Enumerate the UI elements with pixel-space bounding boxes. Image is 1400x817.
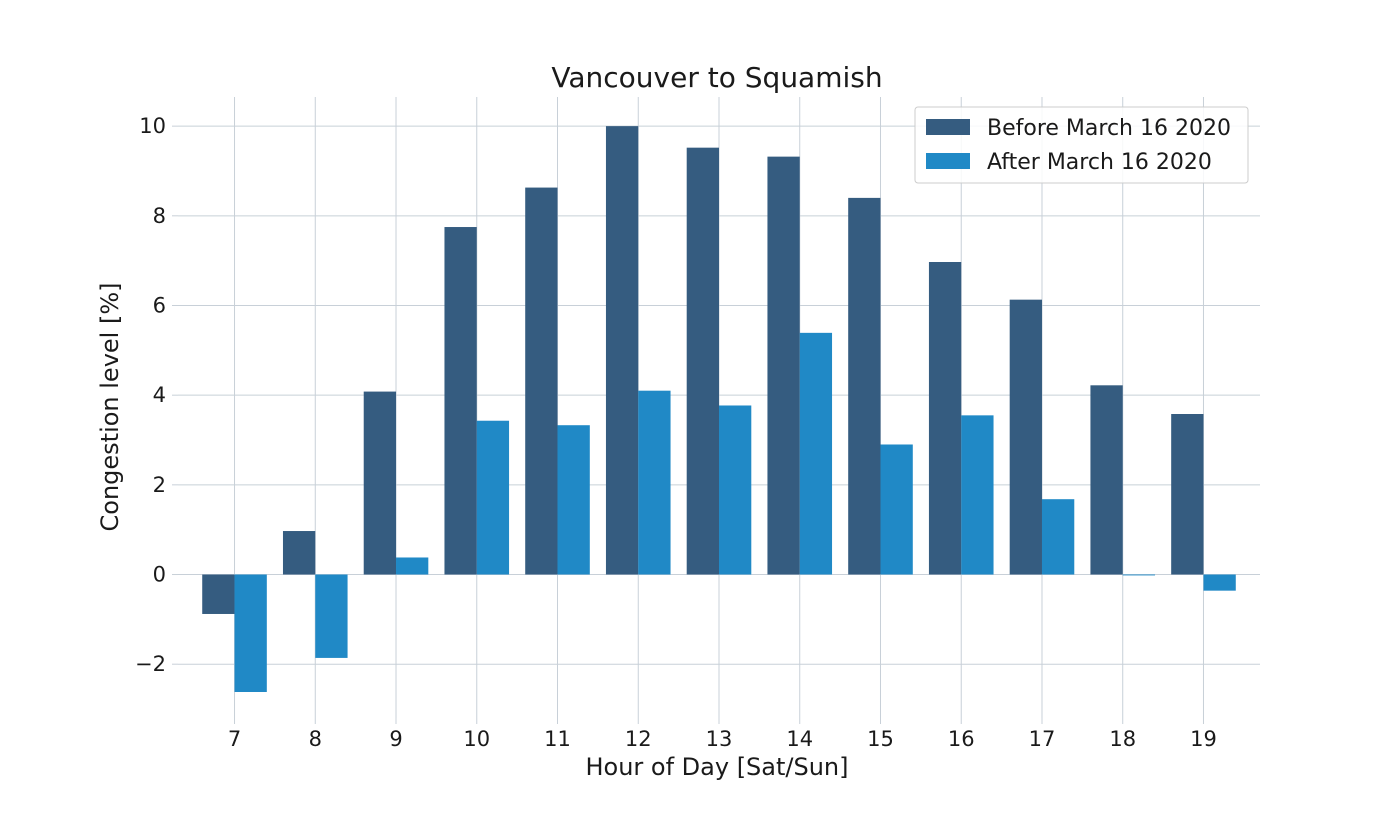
y-tick-label: 0 [153, 563, 166, 587]
x-axis-label: Hour of Day [Sat/Sun] [585, 753, 848, 781]
bar-after-18 [1122, 574, 1156, 576]
x-tick-label: 18 [1109, 727, 1136, 751]
bar-after-14 [799, 332, 833, 575]
y-tick-label: 2 [153, 473, 166, 497]
x-tick-label: 12 [625, 727, 652, 751]
y-tick-labels: −2 0 2 4 6 8 10 [135, 114, 166, 676]
x-tick-label: 13 [706, 727, 733, 751]
x-tick-labels: 7 8 9 10 11 12 13 14 15 16 17 18 19 [228, 727, 1217, 751]
bar-after-15 [880, 444, 913, 575]
bar-before-13 [686, 147, 719, 575]
bar-before-16 [928, 262, 962, 575]
legend-swatch-before [926, 119, 970, 135]
bar-before-10 [444, 227, 477, 575]
x-tick-label: 7 [228, 727, 241, 751]
y-tick-label: −2 [135, 652, 166, 676]
x-tick-label: 15 [867, 727, 894, 751]
legend: Before March 16 2020 After March 16 2020 [914, 106, 1249, 184]
y-tick-label: 4 [153, 383, 166, 407]
bar-before-15 [848, 197, 881, 575]
x-tick-label: 9 [389, 727, 402, 751]
y-axis-label: Congestion level [%] [96, 283, 124, 532]
bars [202, 126, 1236, 692]
bar-after-12 [638, 390, 671, 575]
bar-after-10 [476, 420, 510, 575]
bar-after-13 [719, 405, 752, 575]
y-tick-label: 10 [139, 114, 166, 138]
y-tick-label: 8 [153, 204, 166, 228]
x-tick-label: 17 [1029, 727, 1056, 751]
bar-after-19 [1203, 574, 1236, 591]
bar-after-7 [234, 574, 267, 692]
x-tick-label: 11 [544, 727, 571, 751]
y-tick-label: 6 [153, 293, 166, 317]
bar-before-7 [202, 574, 235, 614]
bar-after-9 [396, 557, 429, 575]
bar-before-18 [1090, 385, 1123, 575]
bar-after-16 [961, 415, 994, 575]
bar-before-19 [1171, 414, 1204, 575]
bar-after-17 [1041, 499, 1075, 575]
bar-before-12 [605, 126, 639, 575]
chart-title: Vancouver to Squamish [551, 61, 882, 94]
bar-before-9 [363, 391, 397, 575]
bar-before-11 [525, 187, 558, 575]
x-tick-label: 8 [309, 727, 322, 751]
legend-frame [914, 106, 1249, 184]
bar-before-14 [767, 156, 800, 575]
bar-after-11 [557, 425, 590, 575]
x-tick-label: 10 [463, 727, 490, 751]
bar-after-8 [315, 574, 348, 658]
legend-swatch-after [926, 153, 970, 169]
x-tick-label: 16 [948, 727, 975, 751]
x-tick-label: 19 [1190, 727, 1217, 751]
legend-label-before: Before March 16 2020 [987, 116, 1231, 141]
x-tick-label: 14 [786, 727, 813, 751]
bar-before-17 [1009, 299, 1042, 575]
bar-before-8 [282, 531, 316, 575]
legend-label-after: After March 16 2020 [987, 150, 1212, 175]
